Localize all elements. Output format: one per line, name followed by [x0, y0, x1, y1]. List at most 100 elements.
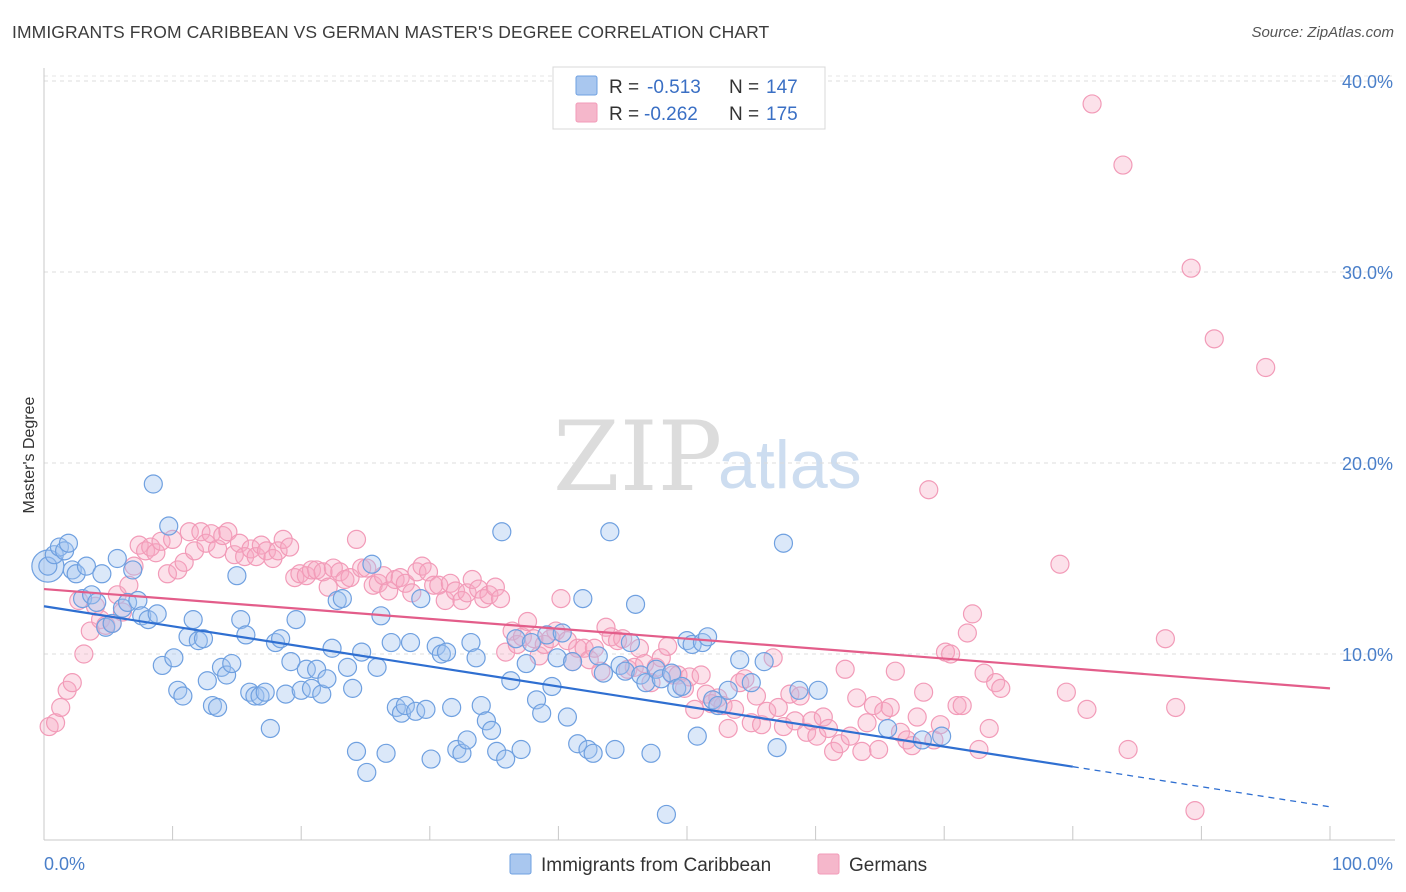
point-germans — [235, 546, 255, 567]
point-germans — [273, 529, 293, 550]
point-caribbean — [651, 669, 671, 689]
point-germans — [796, 722, 817, 742]
point-germans — [840, 726, 860, 746]
legend-r-label-germans: R = — [609, 104, 639, 125]
point-germans — [352, 558, 372, 578]
y-tick-label: 20.0% — [1342, 454, 1393, 474]
point-germans — [890, 722, 911, 742]
point-caribbean — [245, 686, 265, 706]
point-caribbean — [66, 564, 86, 584]
point-germans — [318, 577, 338, 597]
point-caribbean — [521, 632, 541, 653]
x-tick-label-min: 0.0% — [44, 854, 85, 874]
point-germans — [346, 529, 367, 550]
point-germans — [852, 741, 872, 762]
point-caribbean — [217, 665, 237, 685]
point-caribbean — [208, 697, 228, 718]
point-germans — [1185, 801, 1205, 821]
point-germans — [957, 623, 977, 643]
point-caribbean — [646, 659, 666, 679]
bottom-legend-swatch-germans — [817, 853, 840, 875]
point-germans — [246, 546, 266, 567]
point-germans — [907, 707, 927, 727]
point-caribbean — [442, 697, 462, 718]
legend-r-value-caribbean: -0.513 — [647, 77, 701, 98]
point-germans — [141, 537, 161, 557]
watermark-zip: ZIP — [553, 401, 722, 513]
point-caribbean — [381, 632, 401, 653]
point-germans — [847, 688, 867, 708]
grid-lines — [44, 75, 1395, 655]
point-germans — [952, 695, 972, 716]
point-germans — [469, 579, 489, 599]
point-germans — [196, 533, 216, 553]
point-germans — [213, 525, 233, 546]
bottom-legend-label-germans: Germans — [849, 855, 927, 876]
point-germans — [863, 695, 884, 716]
point-germans — [268, 541, 288, 561]
point-caribbean — [718, 680, 738, 700]
point-caribbean — [357, 762, 377, 783]
point-caribbean — [250, 686, 270, 706]
point-germans — [962, 604, 983, 624]
point-germans — [857, 713, 877, 733]
point-caribbean — [547, 648, 567, 668]
point-caribbean — [878, 718, 898, 739]
trend-lines — [43, 587, 1331, 808]
point-caribbean — [578, 739, 598, 760]
point-caribbean — [416, 699, 436, 719]
point-caribbean — [62, 560, 82, 580]
y-tick-labels: 10.0% 20.0% 30.0% 40.0% — [1342, 72, 1393, 665]
point-caribbean — [411, 589, 431, 609]
point-caribbean — [231, 610, 251, 630]
point-germans — [1204, 329, 1224, 349]
point-caribbean — [92, 564, 112, 584]
point-germans — [885, 661, 905, 681]
point-caribbean — [588, 646, 608, 666]
point-germans — [991, 678, 1011, 698]
point-germans — [1256, 357, 1276, 378]
point-germans — [251, 535, 271, 555]
x-tick-label-max: 100.0% — [1332, 854, 1393, 874]
point-germans — [979, 718, 999, 739]
point-caribbean — [476, 711, 496, 731]
point-caribbean — [222, 653, 242, 674]
point-caribbean — [506, 629, 526, 649]
point-caribbean — [286, 610, 306, 630]
point-caribbean — [457, 730, 477, 750]
point-germans — [830, 734, 850, 754]
point-germans — [785, 711, 805, 731]
point-germans — [184, 541, 205, 561]
point-germans — [435, 590, 455, 611]
legend: R = -0.513 N = 147 R = -0.262 N = 175 — [552, 66, 826, 130]
point-caribbean — [677, 631, 697, 651]
point-germans — [880, 697, 900, 718]
point-caribbean — [537, 625, 557, 645]
point-germans — [119, 575, 139, 595]
legend-n-value-caribbean: 147 — [766, 77, 798, 98]
point-germans — [869, 739, 889, 760]
point-germans — [914, 682, 934, 702]
point-caribbean — [532, 703, 552, 723]
point-caribbean — [376, 743, 396, 763]
point-germans — [407, 562, 427, 582]
point-caribbean — [240, 682, 260, 702]
axes — [43, 68, 1395, 841]
point-caribbean — [301, 678, 322, 698]
point-caribbean — [227, 566, 247, 586]
point-caribbean — [552, 623, 572, 643]
point-germans — [1118, 739, 1138, 760]
point-caribbean — [255, 682, 275, 702]
point-caribbean — [703, 690, 723, 710]
point-caribbean — [471, 695, 491, 716]
point-germans — [835, 659, 855, 679]
point-germans — [658, 636, 678, 656]
point-caribbean — [447, 739, 467, 760]
point-germans — [496, 642, 516, 662]
point-germans — [713, 695, 733, 716]
series-germans-points — [39, 94, 1276, 821]
point-caribbean — [492, 522, 512, 542]
point-caribbean — [466, 648, 486, 668]
point-caribbean — [912, 730, 932, 750]
point-caribbean — [421, 749, 441, 769]
